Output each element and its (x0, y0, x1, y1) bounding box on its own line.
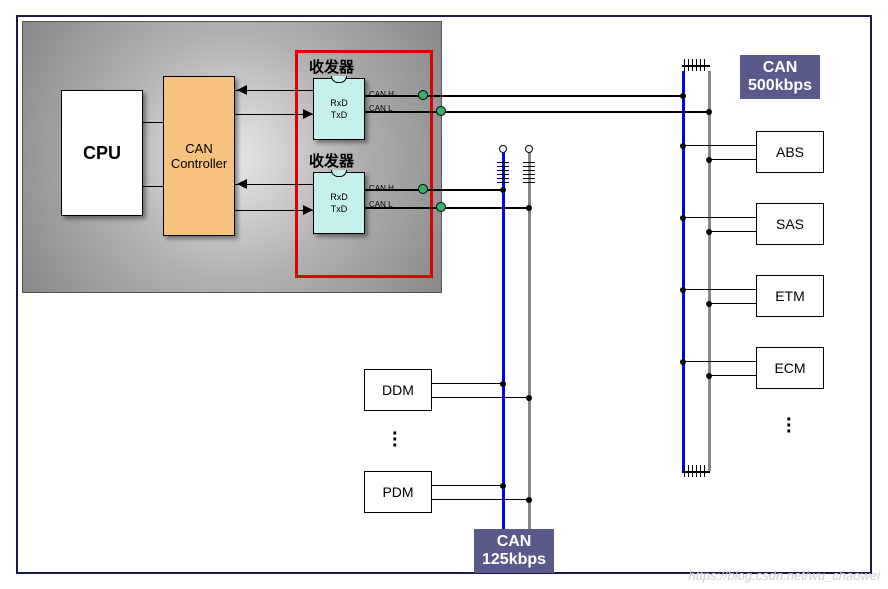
arrow-icon (303, 205, 313, 215)
junction-dot (526, 497, 532, 503)
ellipsis-icon: ··· (392, 431, 399, 449)
junction-dot (706, 157, 712, 163)
open-terminator-icon (525, 145, 533, 153)
wire (235, 114, 313, 115)
node-sas: SAS (756, 203, 824, 245)
pin-rxd: RxD (314, 191, 364, 203)
wire (432, 499, 530, 500)
wire (682, 471, 710, 473)
wire (364, 111, 710, 113)
wire (708, 231, 756, 232)
node-abs: ABS (756, 131, 824, 173)
ellipsis-icon: ··· (786, 417, 793, 435)
junction-dot (680, 93, 686, 99)
junction-dot (500, 483, 506, 489)
bus-high-line1 (682, 71, 685, 471)
watermark-text: https://blog.csdn.net/wu_chaowei (688, 568, 880, 583)
junction-dot (500, 381, 506, 387)
node-pdm: PDM (364, 471, 432, 513)
junction-dot (680, 287, 686, 293)
junction-dot (706, 109, 712, 115)
junction-dot (526, 205, 532, 211)
wire (432, 383, 504, 384)
bus-low-badge: CAN 125kbps (474, 529, 554, 573)
wire (682, 289, 756, 290)
pin-rxd: RxD (314, 97, 364, 109)
junction-dot (418, 90, 428, 100)
junction-dot (526, 395, 532, 401)
transceiver1-title: 收发器 (309, 56, 354, 77)
junction-dot (500, 187, 506, 193)
wire (235, 210, 313, 211)
cpu-box: CPU (61, 90, 143, 216)
bus-high-line2 (708, 71, 711, 471)
wire (364, 189, 504, 191)
pin-txd: TxD (314, 203, 364, 215)
junction-dot (680, 143, 686, 149)
junction-dot (436, 202, 446, 212)
diagram-frame: CPU CAN Controller 收发器 RxD TxD CAN H CAN… (16, 15, 872, 574)
bus-high-label: CAN 500kbps (748, 59, 812, 94)
wire (708, 303, 756, 304)
pin-txd: TxD (314, 109, 364, 121)
arrow-icon (237, 85, 247, 95)
wire (682, 145, 756, 146)
terminator-icon (497, 159, 509, 183)
transceiver1: RxD TxD (313, 78, 365, 140)
wire (432, 485, 504, 486)
can-controller-box: CAN Controller (163, 76, 235, 236)
junction-dot (680, 215, 686, 221)
bus-low-label: CAN 125kbps (482, 533, 546, 568)
wire (708, 375, 756, 376)
wire (708, 159, 756, 160)
junction-dot (706, 301, 712, 307)
wire (682, 361, 756, 362)
open-terminator-icon (499, 145, 507, 153)
terminator-icon (523, 159, 535, 183)
mcu-block: CPU CAN Controller 收发器 RxD TxD CAN H CAN… (22, 21, 442, 293)
wire (364, 207, 530, 209)
wire (364, 95, 684, 97)
junction-dot (706, 373, 712, 379)
junction-dot (436, 106, 446, 116)
wire (143, 122, 163, 123)
arrow-icon (303, 109, 313, 119)
node-ddm: DDM (364, 369, 432, 411)
arrow-icon (237, 179, 247, 189)
transceiver2-title: 收发器 (309, 150, 354, 171)
wire (143, 186, 163, 187)
node-ecm: ECM (756, 347, 824, 389)
junction-dot (706, 229, 712, 235)
junction-dot (680, 359, 686, 365)
bus-high-badge: CAN 500kbps (740, 55, 820, 99)
cpu-label: CPU (83, 143, 121, 164)
wire (432, 397, 530, 398)
transceiver2: RxD TxD (313, 172, 365, 234)
node-etm: ETM (756, 275, 824, 317)
junction-dot (418, 184, 428, 194)
wire (682, 65, 710, 67)
wire (682, 217, 756, 218)
controller-label: CAN Controller (171, 141, 227, 171)
